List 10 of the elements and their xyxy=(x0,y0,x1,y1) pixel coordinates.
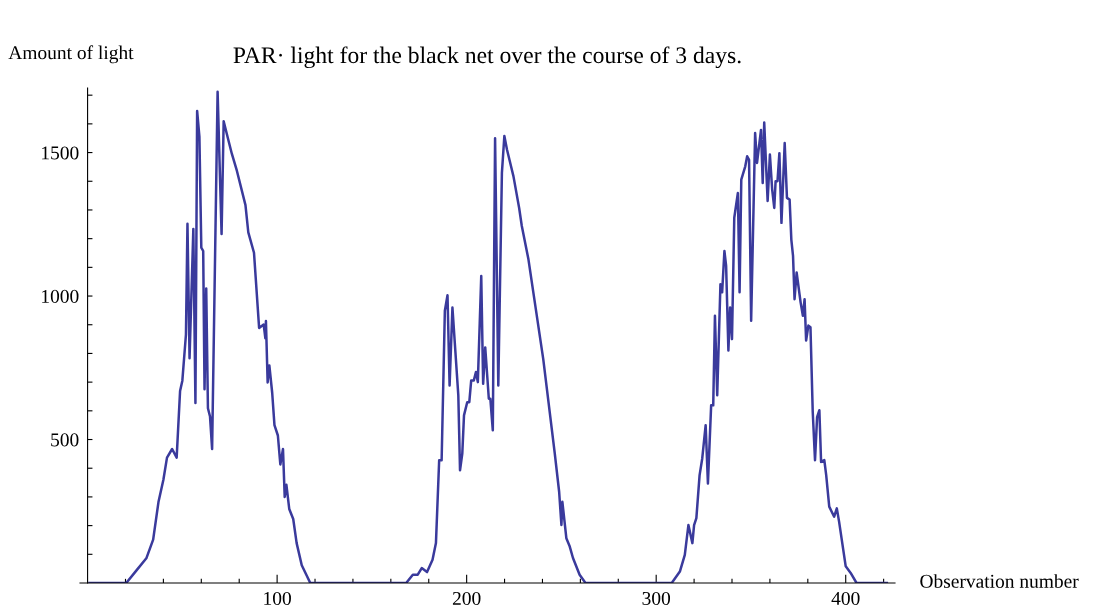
chart-title: PAR· light for the black net over the course of 3 days. xyxy=(233,46,741,69)
x-tick-label: 100 xyxy=(264,591,291,606)
y-tick-label: 1000 xyxy=(42,289,79,303)
x-tick-label: 400 xyxy=(831,591,860,606)
y-axis-title: Amount of light xyxy=(8,45,134,64)
x-tick-label: 200 xyxy=(452,591,481,606)
x-axis-title: Observation number xyxy=(920,574,1079,588)
x-tick-label: 300 xyxy=(642,591,671,606)
y-tick-label: 500 xyxy=(51,433,79,447)
y-tick-label: 1500 xyxy=(42,146,79,160)
